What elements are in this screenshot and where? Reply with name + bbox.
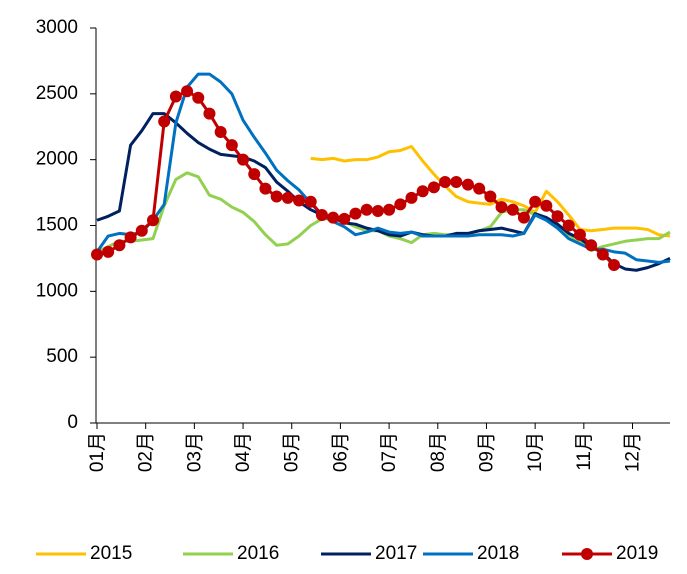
x-tick-label: 01月	[87, 432, 108, 472]
series-marker	[596, 248, 609, 261]
y-tick-label: 2500	[36, 83, 78, 104]
series-marker	[416, 185, 429, 198]
series-marker	[349, 207, 362, 220]
legend-label: 2018	[477, 543, 519, 564]
x-tick-label: 10月	[525, 432, 546, 472]
y-tick-label: 3000	[36, 17, 78, 38]
series-marker	[484, 190, 497, 203]
series-marker	[102, 245, 115, 258]
x-tick-label: 05月	[282, 432, 303, 472]
series-marker	[259, 182, 272, 195]
series-marker	[473, 182, 486, 195]
series-marker	[562, 219, 575, 232]
x-tick-label: 02月	[136, 432, 157, 472]
series-marker	[338, 212, 351, 225]
y-tick-label: 500	[46, 346, 78, 367]
x-tick-label: 09月	[476, 432, 497, 472]
y-tick-label: 1000	[36, 280, 78, 301]
series-marker	[529, 195, 542, 208]
series-marker	[371, 205, 384, 218]
x-tick-label: 12月	[623, 432, 644, 472]
series-marker	[270, 190, 283, 203]
legend-label: 2017	[375, 543, 417, 564]
series-marker	[439, 176, 452, 189]
series-marker	[293, 194, 306, 207]
x-tick-label: 08月	[428, 432, 449, 472]
series-marker	[360, 203, 373, 216]
series-marker	[113, 239, 126, 252]
series-marker	[158, 115, 171, 128]
series-marker	[394, 198, 407, 211]
x-tick-label: 04月	[233, 432, 254, 472]
series-marker	[383, 203, 396, 216]
series-line	[310, 145, 671, 238]
series-marker	[146, 214, 159, 227]
series-marker	[124, 231, 137, 244]
x-tick-label: 11月	[574, 432, 595, 471]
series-marker	[573, 228, 586, 241]
y-tick-label: 0	[67, 412, 78, 433]
series-marker	[540, 199, 553, 212]
series-marker	[405, 191, 418, 204]
series-marker	[281, 191, 294, 204]
series-marker	[135, 224, 148, 237]
series-marker	[237, 153, 250, 166]
series-marker	[461, 178, 474, 191]
series-marker	[248, 168, 261, 181]
series-marker	[450, 176, 463, 189]
legend-marker	[581, 548, 593, 560]
y-tick-label: 2000	[36, 149, 78, 170]
series-line	[95, 72, 671, 264]
series-marker	[495, 201, 508, 214]
series-marker	[608, 259, 621, 271]
x-tick-label: 07月	[379, 432, 400, 472]
x-tick-label: 03月	[184, 432, 205, 472]
series-marker	[427, 181, 440, 194]
legend-label: 2019	[616, 543, 658, 564]
series-marker	[585, 239, 598, 252]
y-tick-label: 1500	[36, 215, 78, 236]
series-marker	[327, 211, 340, 224]
series-marker	[304, 195, 317, 208]
series-marker	[551, 210, 564, 223]
series-marker	[517, 211, 530, 224]
series-marker	[203, 107, 216, 120]
legend-label: 2016	[237, 543, 279, 564]
series-marker	[181, 85, 194, 98]
series-marker	[91, 248, 103, 261]
legend-label: 2015	[90, 543, 132, 564]
series-marker	[506, 203, 519, 216]
series-marker	[169, 90, 182, 103]
series-marker	[315, 208, 328, 221]
series-line	[96, 89, 616, 267]
series-marker	[214, 126, 227, 139]
series-marker	[225, 139, 238, 152]
x-tick-label: 06月	[330, 432, 351, 472]
series-marker	[192, 91, 205, 104]
